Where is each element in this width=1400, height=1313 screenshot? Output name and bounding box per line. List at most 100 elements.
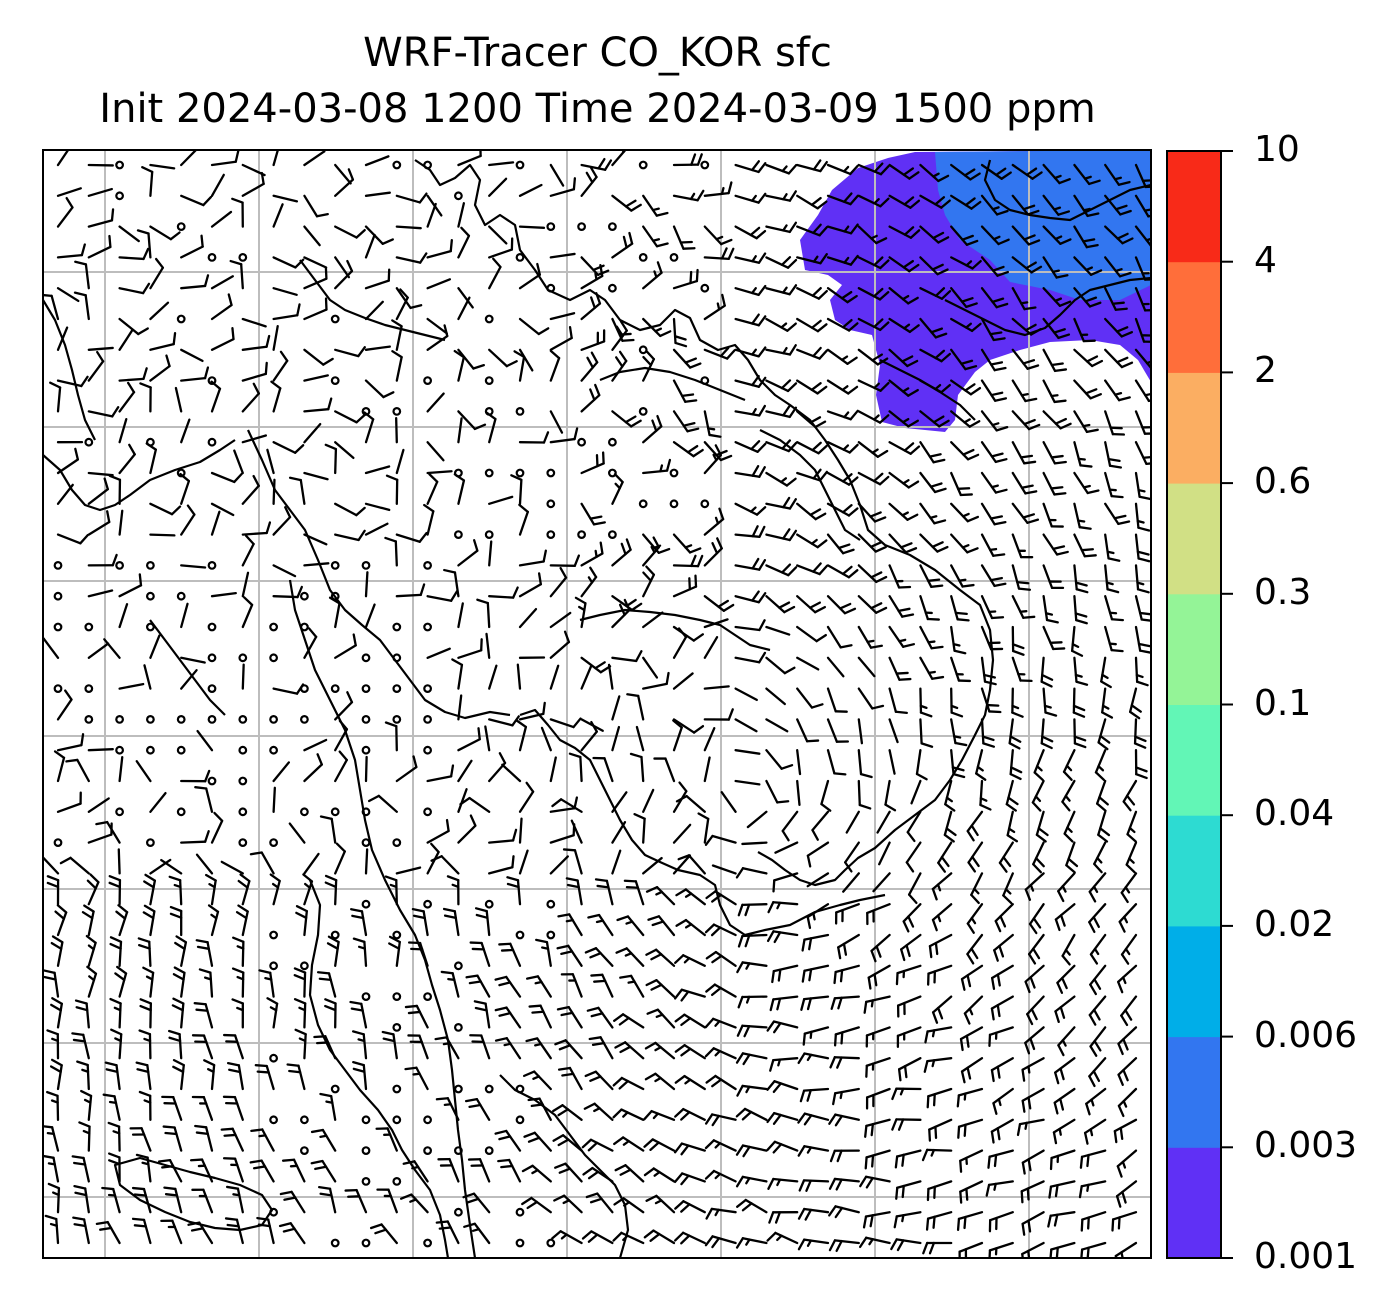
wind-barb-feather: [1041, 673, 1054, 681]
wind-barb-feather: [382, 1037, 396, 1043]
wind-barb-shaft: [1073, 194, 1089, 218]
wind-barb-feather: [1082, 423, 1091, 428]
wind-barb-feather: [995, 302, 1009, 309]
wind-barb-shaft: [1053, 1087, 1076, 1104]
wind-barb-feather: [979, 797, 988, 802]
wind-barb-feather: [704, 834, 714, 846]
wind-barb-feather: [766, 1231, 777, 1242]
wind-barb-shaft: [1026, 995, 1045, 1016]
wind-barb-feather: [680, 1234, 691, 1245]
wind-barb-feather: [995, 426, 1009, 432]
wind-barb-shaft: [518, 273, 542, 290]
wind-barb-shaft: [303, 738, 328, 752]
wind-barb-feather: [625, 886, 640, 889]
wind-barb-shaft: [593, 1102, 614, 1121]
wind-barb-feather: [650, 983, 663, 991]
wind-barb-feather: [626, 693, 640, 698]
wind-barb-shaft: [796, 163, 822, 173]
wind-barb-feather: [534, 1042, 543, 1047]
wind-barb-feather: [235, 911, 248, 920]
wind-barb-shaft: [796, 441, 820, 455]
wind-barb-shaft: [611, 329, 628, 351]
wind-barb-feather: [1024, 980, 1031, 994]
wind-barb-feather: [239, 873, 251, 883]
wind-barb-feather: [844, 861, 853, 873]
wind-barb-shaft: [1033, 749, 1045, 774]
wind-barb-feather: [934, 941, 939, 956]
wind-barb-feather: [897, 1068, 902, 1082]
wind-barb-feather: [257, 1223, 271, 1228]
calm-wind-marker: [669, 468, 679, 478]
wind-barb-shaft: [1042, 163, 1061, 185]
calm-wind-marker: [145, 745, 155, 755]
wind-barb-shaft: [1057, 1026, 1076, 1047]
wind-barb-feather: [1025, 261, 1037, 270]
wind-barb-feather: [522, 1070, 536, 1078]
wind-barb-shaft: [488, 225, 508, 245]
wind-barb-feather: [828, 1177, 837, 1190]
wind-barb-shaft: [180, 194, 205, 207]
wind-barb-feather: [1085, 266, 1094, 272]
wind-barb-feather: [234, 150, 240, 163]
wind-barb-feather: [990, 976, 996, 990]
wind-barb-feather: [996, 270, 1010, 277]
wind-barb-shaft: [1104, 533, 1110, 560]
wind-barb-shaft: [919, 595, 929, 621]
wind-barb-feather: [665, 458, 672, 472]
wind-barb-shaft: [1042, 194, 1060, 216]
wind-barb-feather: [384, 721, 398, 728]
wind-barb-feather: [592, 521, 606, 526]
wind-barb-shaft: [118, 972, 128, 998]
calm-wind-marker: [423, 561, 433, 570]
wind-barb-shaft: [364, 279, 390, 290]
wind-barb-feather: [271, 135, 280, 142]
wind-barb-feather: [107, 1121, 121, 1128]
wind-barb-shaft: [634, 880, 645, 906]
wind-barb-shaft: [549, 336, 573, 351]
wind-barb-shaft: [684, 888, 706, 906]
wind-barb-shaft: [272, 1002, 279, 1029]
wind-barb-shaft: [1117, 1057, 1138, 1076]
colorbar-tick-label: 0.003: [1254, 1125, 1358, 1167]
wind-barb-shaft: [672, 790, 688, 813]
wind-barb-shaft: [364, 502, 391, 512]
wind-barb-feather: [620, 542, 627, 556]
wind-barb-shaft: [509, 942, 522, 967]
wind-barb-shaft: [741, 961, 768, 967]
wind-barb-feather: [757, 346, 767, 358]
wind-barb-feather: [735, 1052, 745, 1064]
wind-barb-shaft: [802, 995, 830, 1001]
wind-barb-feather: [956, 1094, 961, 1108]
wind-barb-feather: [525, 975, 540, 980]
wind-barb-feather: [1149, 244, 1151, 247]
wind-barb-feather: [468, 980, 482, 985]
wind-barb-feather: [907, 388, 919, 397]
wind-barb-feather: [530, 1103, 544, 1108]
wind-barb-feather: [932, 231, 945, 240]
wind-barb-feather: [797, 1052, 806, 1065]
wind-barb-feather: [749, 226, 761, 237]
wind-barb-shaft: [82, 1156, 90, 1183]
wind-barb-shaft: [1133, 718, 1138, 745]
wind-barb-feather: [319, 1192, 333, 1197]
wind-barb-feather: [108, 474, 122, 481]
wind-barb-feather: [623, 137, 628, 147]
wind-barb-feather: [1059, 1006, 1066, 1019]
wind-barb-shaft: [888, 718, 899, 744]
wind-barb-feather: [1117, 396, 1131, 402]
wind-barb-shaft: [364, 345, 391, 351]
wind-barb-feather: [966, 922, 975, 934]
calm-wind-marker: [423, 1146, 433, 1155]
wind-barb-feather: [560, 950, 574, 956]
wind-barb-feather: [898, 677, 912, 681]
wind-barb-shaft: [884, 779, 891, 806]
wind-barb-feather: [551, 1230, 562, 1240]
wind-barb-feather: [1008, 742, 1021, 750]
wind-barb-feather: [304, 882, 311, 889]
wind-barb-shaft: [720, 791, 737, 813]
wind-barb-shaft: [1134, 410, 1147, 435]
wind-barb-feather: [465, 974, 479, 979]
wind-barb-feather: [966, 547, 979, 554]
wind-barb-feather: [542, 549, 547, 563]
wind-barb-feather: [680, 1203, 691, 1213]
